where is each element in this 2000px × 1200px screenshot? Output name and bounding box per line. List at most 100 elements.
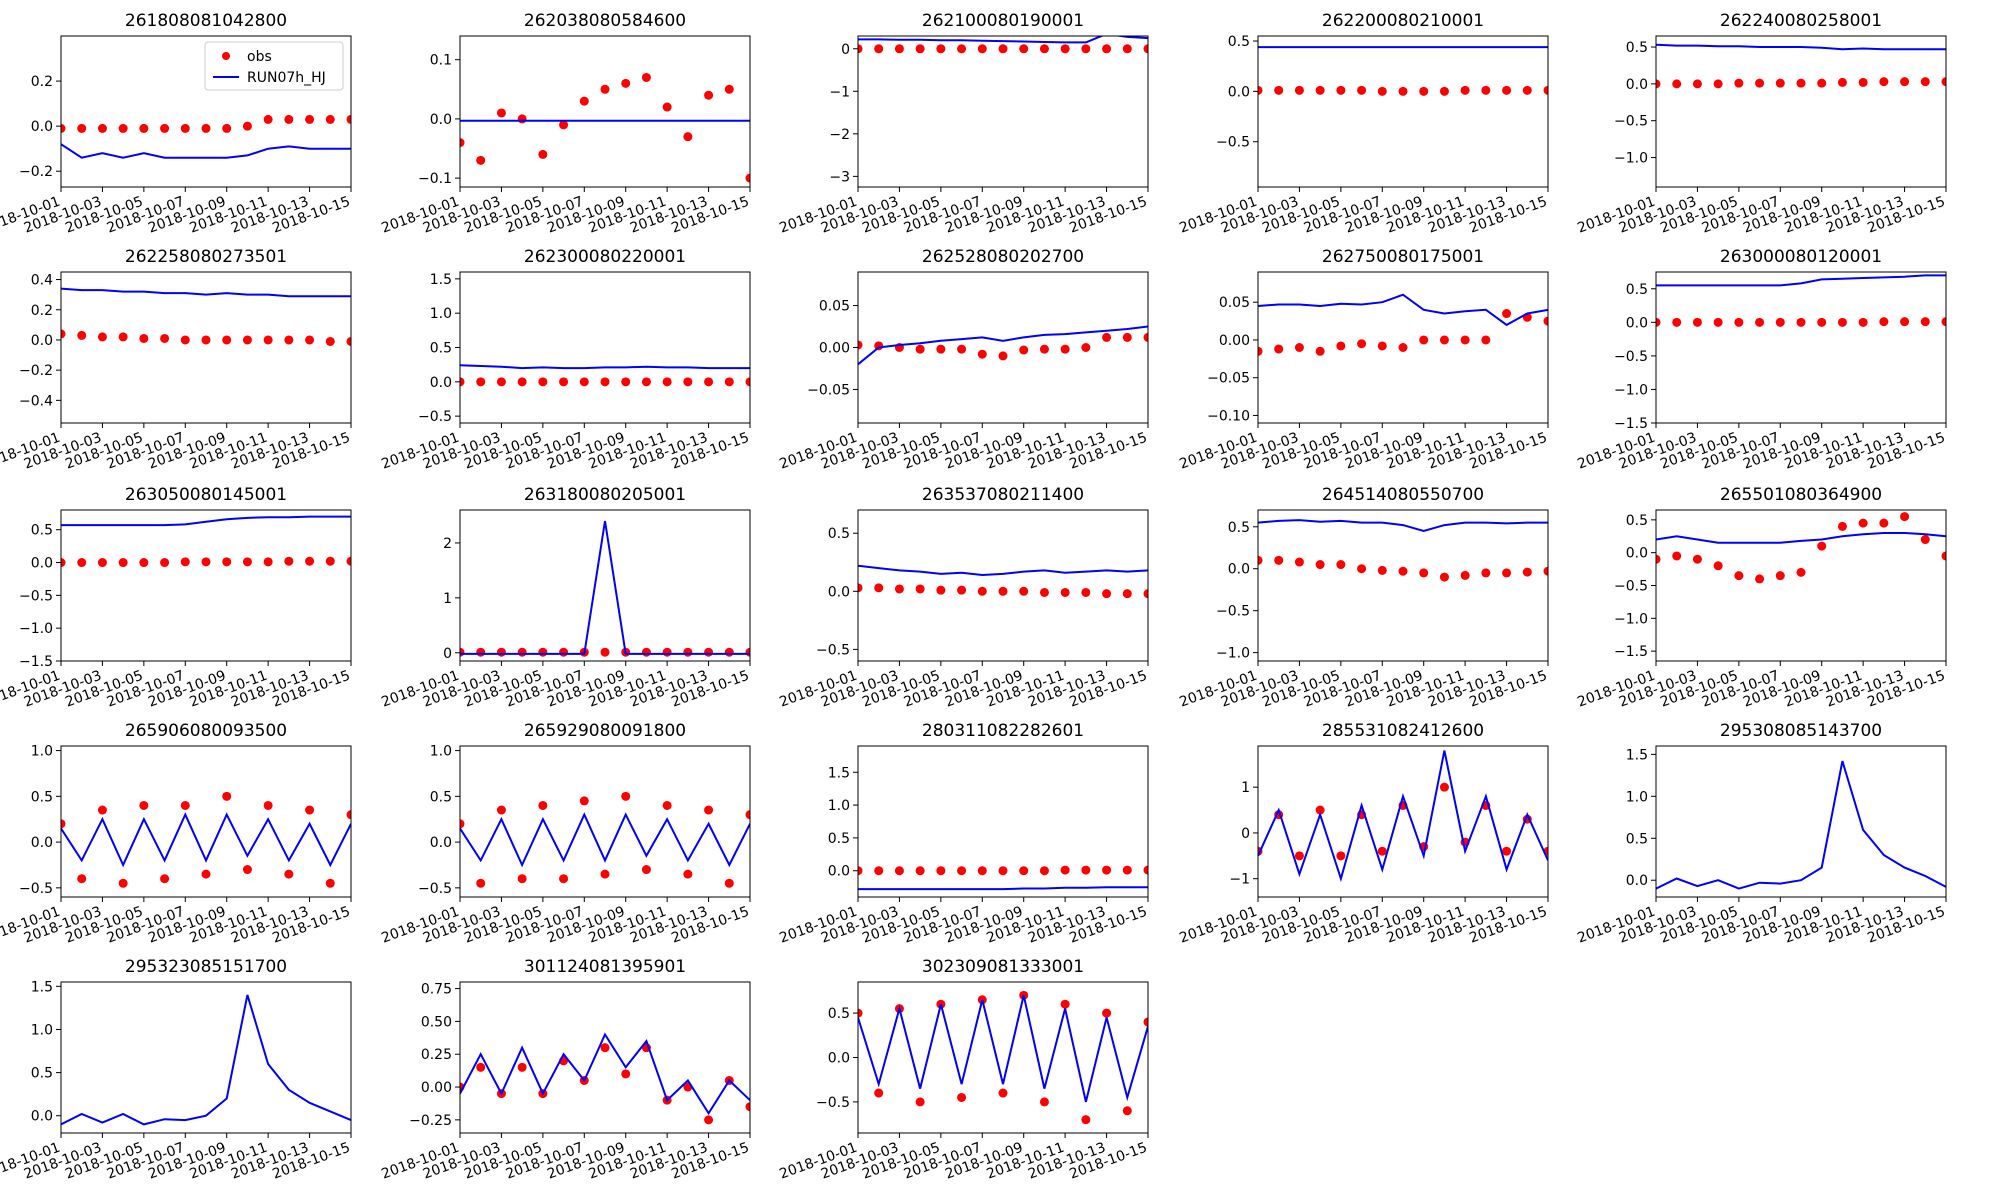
obs-dot	[1734, 78, 1744, 88]
obs-dot	[1941, 317, 1946, 327]
y-tick-label: 0.5	[1626, 513, 1648, 529]
obs-dot	[1817, 78, 1827, 88]
subplot-title: 263050080145001	[125, 485, 287, 505]
subplot: 2803110822826010.00.51.01.52018-10-01201…	[777, 721, 1149, 947]
obs-dot	[1419, 335, 1429, 345]
obs-dot	[305, 556, 315, 566]
subplot-title: 262038080584600	[524, 11, 686, 31]
obs-dot	[1143, 332, 1148, 342]
y-tick-label: 0.5	[828, 526, 850, 542]
y-tick-label: 0.05	[1219, 295, 1250, 311]
obs-dot	[538, 149, 548, 159]
y-tick-label: −1.0	[1614, 611, 1648, 627]
subplot: 262300080220001−0.50.00.51.01.52018-10-0…	[379, 247, 751, 473]
series-line	[858, 325, 1148, 366]
y-tick-label: 0.05	[819, 299, 850, 315]
y-tick-label: 1.0	[430, 744, 452, 760]
obs-dot	[1713, 561, 1723, 571]
obs-dot	[600, 1043, 610, 1053]
obs-dot	[600, 869, 610, 879]
obs-dot	[118, 878, 128, 888]
obs-dot	[915, 44, 925, 54]
obs-dot	[1900, 77, 1910, 87]
obs-dot	[1143, 589, 1148, 599]
y-tick-label: −0.5	[19, 881, 53, 897]
y-tick-label: −1.5	[1614, 644, 1648, 660]
obs-dot	[222, 791, 232, 801]
y-tick-label: 0.5	[828, 831, 850, 847]
series-line	[460, 812, 750, 868]
y-tick-label: −0.5	[816, 1095, 850, 1111]
axes-frame	[857, 509, 1149, 662]
obs-dot	[1858, 77, 1868, 87]
obs-dot	[745, 173, 750, 183]
series-line	[858, 36, 1148, 44]
obs-dot	[683, 869, 693, 879]
obs-dot	[517, 874, 527, 884]
obs-dot	[977, 349, 987, 359]
obs-dot	[77, 874, 87, 884]
obs-dot	[977, 586, 987, 596]
obs-dot	[745, 1102, 750, 1112]
obs-dot	[1060, 999, 1070, 1009]
obs-dot	[936, 585, 946, 595]
y-tick-label: −1.5	[1614, 416, 1648, 432]
y-tick-label: −0.5	[418, 881, 452, 897]
obs-dot	[915, 584, 925, 594]
legend: obs RUN07h_HJ	[204, 41, 344, 91]
obs-dot	[496, 647, 506, 657]
obs-dot	[998, 586, 1008, 596]
axes-frame	[1655, 745, 1947, 898]
obs-dot	[894, 44, 904, 54]
obs-dot	[517, 647, 527, 657]
obs-dot	[118, 123, 128, 133]
obs-dot	[242, 557, 252, 567]
obs-dot	[621, 78, 631, 88]
obs-dot	[476, 377, 486, 387]
series-line	[858, 995, 1148, 1103]
series-line	[1656, 43, 1946, 51]
obs-dot	[460, 377, 465, 387]
series-line	[1656, 760, 1946, 890]
subplot: 262528080202700−0.050.000.052018-10-0120…	[777, 247, 1149, 473]
subplot-title: 262528080202700	[922, 247, 1084, 267]
axes-frame	[857, 745, 1149, 898]
y-tick-label: 1.0	[828, 798, 850, 814]
y-tick-label: 1.0	[31, 744, 53, 760]
y-tick-label: 0.0	[430, 112, 452, 128]
subplot: 2953080851437000.00.51.01.52018-10-01201…	[1575, 721, 1947, 947]
obs-dot	[1920, 317, 1930, 327]
obs-dot	[745, 810, 750, 820]
obs-dot	[1879, 518, 1889, 528]
obs-dot	[325, 336, 335, 346]
subplot: 2953230851517000.00.51.01.52018-10-01201…	[0, 957, 352, 1183]
obs-dot	[263, 557, 273, 567]
obs-dot	[1274, 85, 1284, 95]
y-tick-label: 0.0	[1626, 315, 1648, 331]
obs-dot	[180, 557, 190, 567]
y-tick-label: 0.00	[1219, 333, 1250, 349]
obs-dot	[1920, 535, 1930, 545]
obs-dot	[201, 557, 211, 567]
obs-dot	[201, 335, 211, 345]
y-tick-label: −0.4	[19, 393, 53, 409]
obs-dot	[201, 123, 211, 133]
obs-dot	[1734, 317, 1744, 327]
subplot-title: 265906080093500	[125, 721, 287, 741]
obs-dot	[579, 377, 589, 387]
obs-dot	[1656, 317, 1661, 327]
obs-dot	[325, 556, 335, 566]
obs-dot	[538, 647, 548, 657]
obs-dot	[201, 869, 211, 879]
legend-box	[204, 41, 344, 91]
obs-dot	[1460, 335, 1470, 345]
obs-dot	[1122, 332, 1132, 342]
y-tick-label: 0.5	[31, 523, 53, 539]
series-line	[858, 564, 1148, 577]
obs-dot	[874, 1088, 884, 1098]
subplot: 302309081333001−0.50.00.52018-10-012018-…	[777, 957, 1149, 1183]
y-tick-label: 0.50	[421, 1014, 452, 1030]
obs-dot	[476, 1062, 486, 1072]
series-line	[61, 287, 351, 298]
